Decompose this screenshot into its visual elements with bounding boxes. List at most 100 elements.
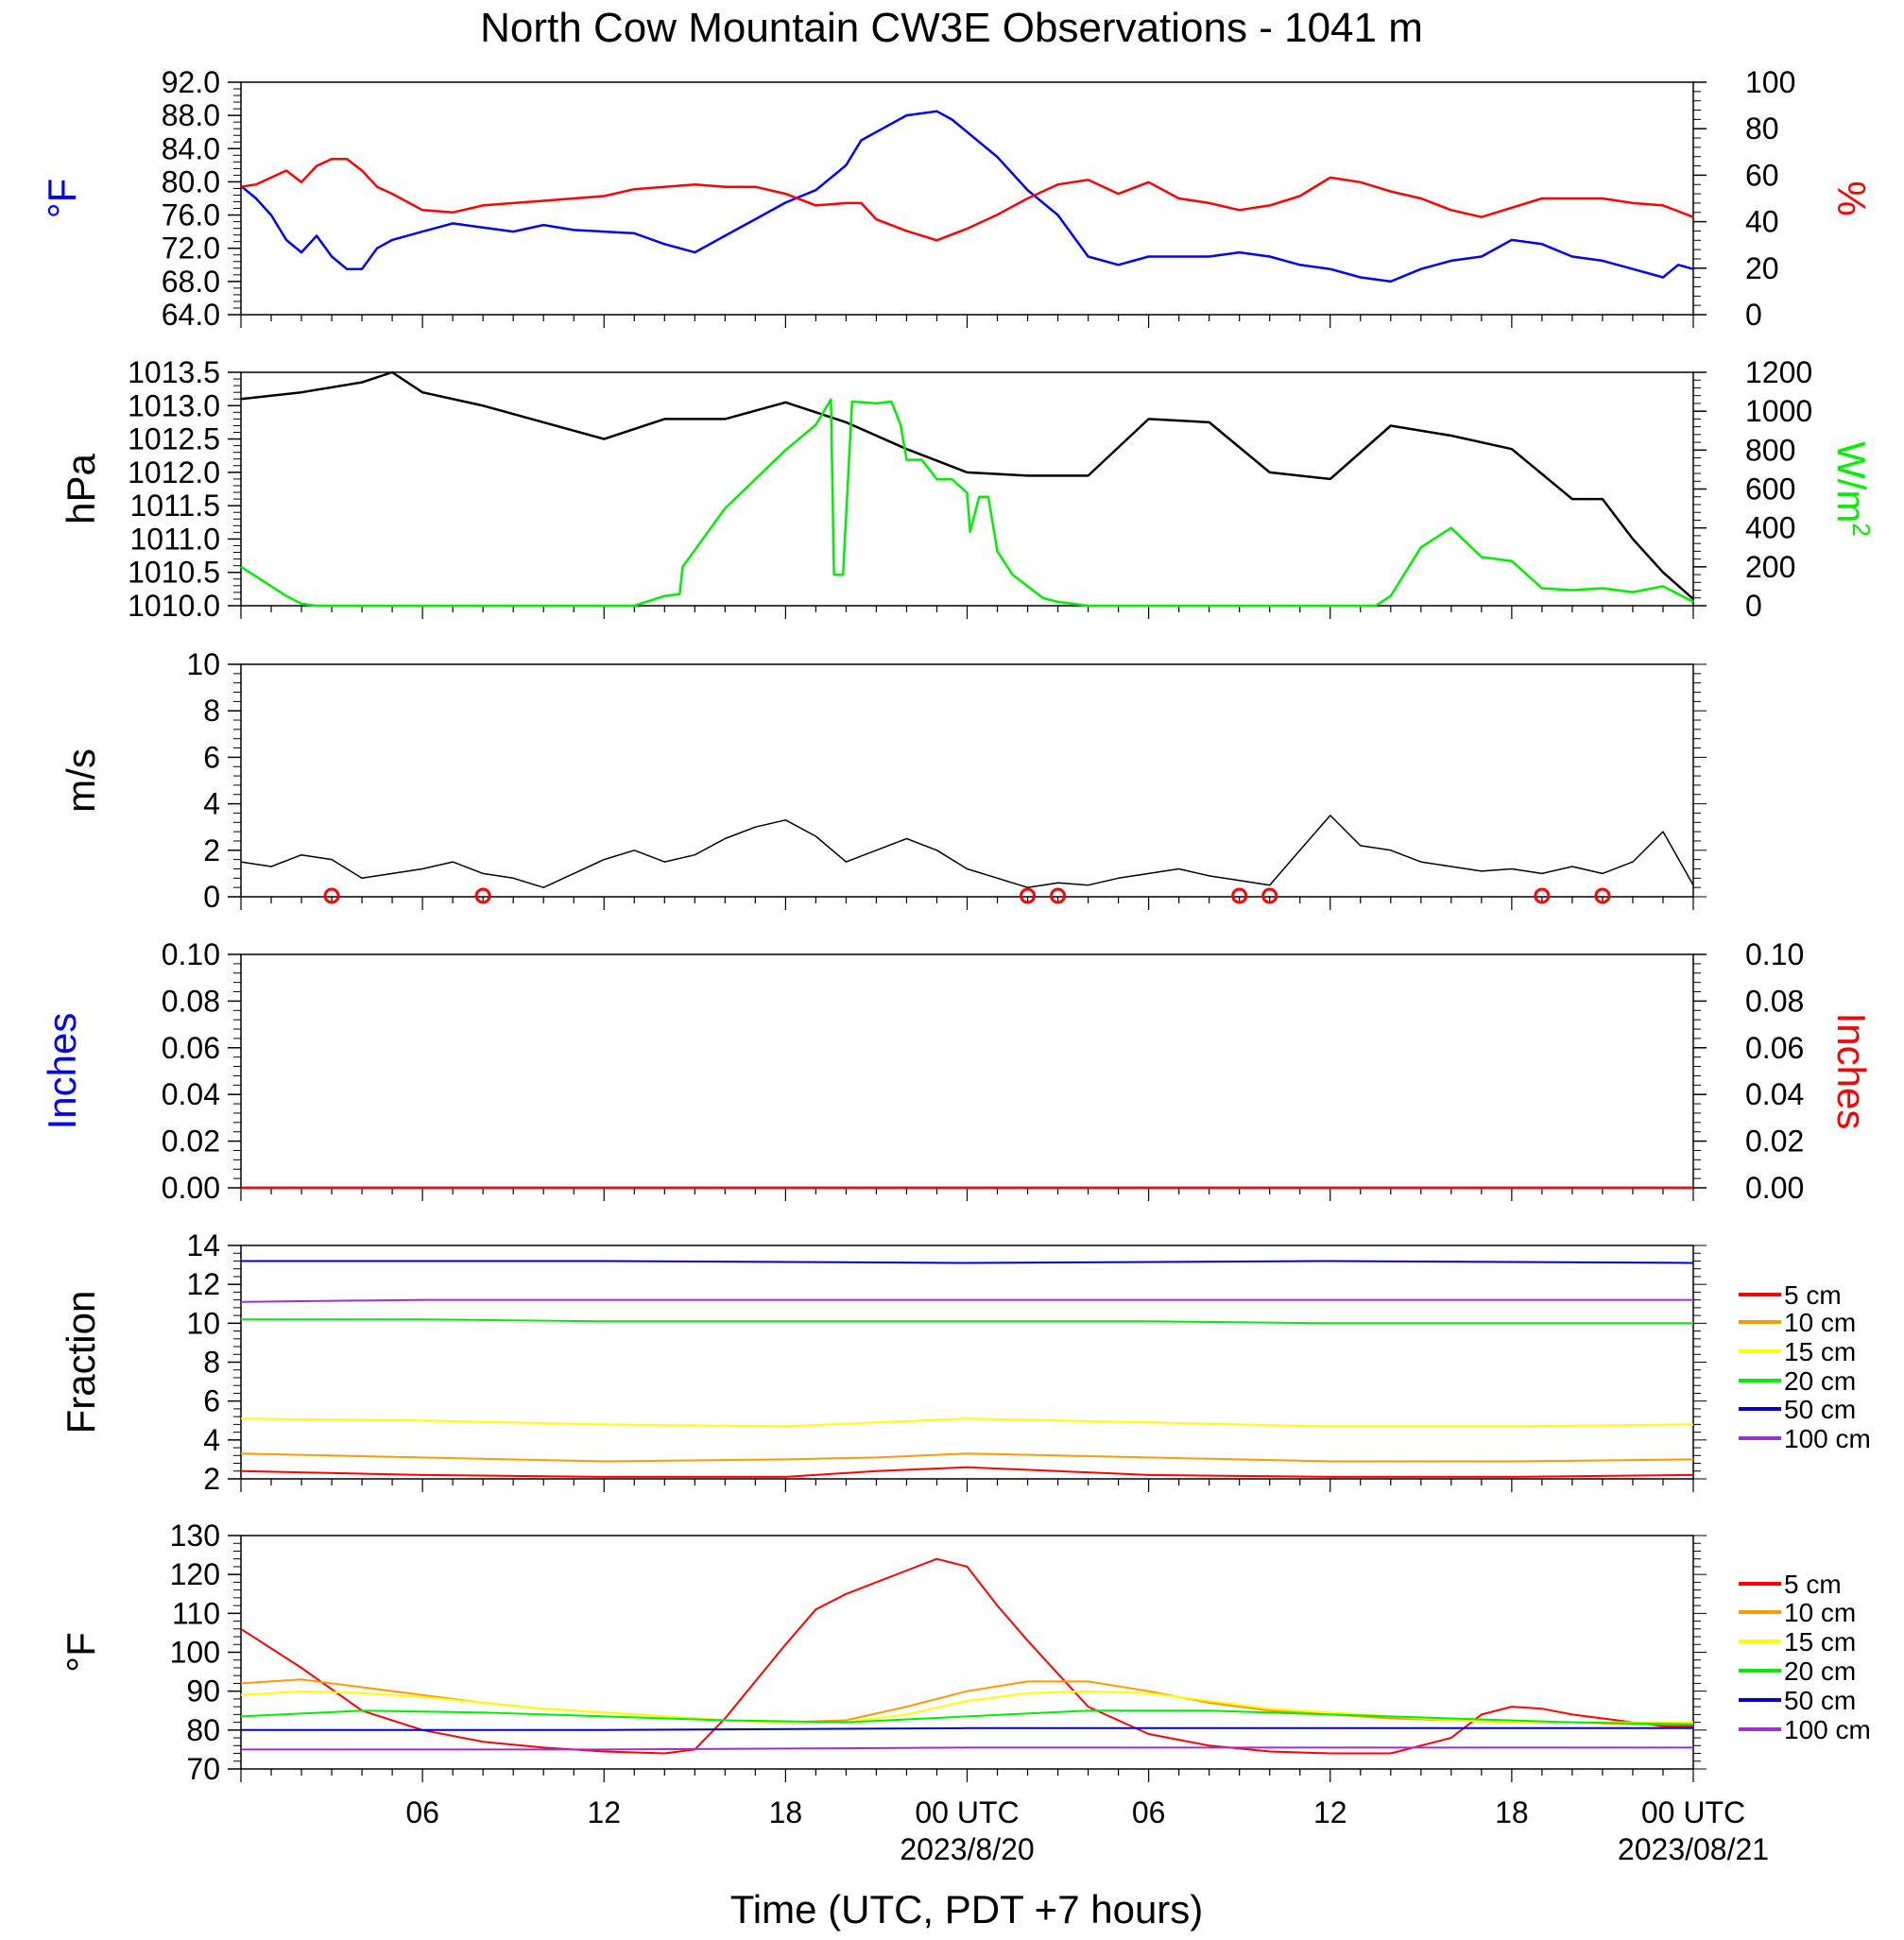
calm-wind-marker	[1261, 887, 1278, 904]
right-tick-label: 0.02	[1745, 1125, 1804, 1159]
series-line-temperature	[240, 110, 1694, 283]
calm-wind-marker	[1050, 887, 1067, 904]
left-tick-label: 72.0	[162, 232, 220, 266]
left-tick-label: 100	[170, 1636, 220, 1670]
x-axis-label: Time (UTC, PDT +7 hours)	[730, 1887, 1204, 1931]
calm-wind-marker	[474, 887, 491, 904]
x-tick-label: 18	[769, 1795, 803, 1829]
x-tick-label: 18	[1495, 1795, 1529, 1829]
x-date-label: 2023/8/20	[900, 1832, 1034, 1866]
plot-frame	[240, 81, 1694, 316]
left-axis-label: °F	[59, 1632, 103, 1672]
x-tick-label: 06	[1132, 1795, 1166, 1829]
series-line-50-cm	[241, 1726, 1693, 1731]
calm-wind-marker	[323, 887, 340, 904]
right-tick-label: 0.10	[1745, 937, 1804, 971]
right-axis-label-superscript: 2	[1847, 523, 1876, 536]
left-tick-label: 6	[203, 740, 220, 774]
left-tick-label: 80	[186, 1713, 220, 1747]
x-tick-label: 06	[405, 1795, 439, 1829]
right-tick-label: 0.06	[1745, 1031, 1804, 1065]
left-axis-label: °F	[40, 179, 84, 218]
right-tick-label: 400	[1745, 511, 1795, 545]
panels-group: 92.088.084.080.076.072.068.064.010080604…	[40, 65, 1876, 1786]
panel-pressure: 1013.51013.01012.51012.01011.51011.01010…	[59, 355, 1876, 623]
left-tick-label: 0.08	[162, 984, 220, 1018]
left-tick-label: 0	[203, 880, 220, 914]
plot-frame	[240, 663, 1694, 898]
calm-wind-marker	[1534, 887, 1551, 904]
left-tick-label: 92.0	[162, 65, 220, 99]
right-tick-label: 80	[1745, 112, 1779, 146]
left-tick-label: 110	[172, 1596, 220, 1630]
left-tick-label: 1013.0	[128, 388, 220, 422]
left-tick-label: 4	[203, 787, 220, 821]
plot-frame	[240, 953, 1694, 1189]
right-tick-label: 0.04	[1745, 1077, 1804, 1111]
left-tick-label: 130	[170, 1519, 220, 1553]
legend-label-50-cm: 50 cm	[1784, 1395, 1856, 1424]
legend-label-100-cm: 100 cm	[1784, 1424, 1871, 1453]
series-line-100-cm	[241, 1746, 1693, 1751]
left-tick-label: 1012.5	[128, 422, 220, 456]
left-tick-label: 1012.0	[128, 455, 220, 489]
panel-hourly-precipitation: 0.10 0.08 0.06 0.04 0.02 0.00 0.10 0.08 0.06 0.04…	[40, 937, 1874, 1205]
series-line-50-cm	[241, 1260, 1694, 1264]
left-tick-label: 0.00	[162, 1171, 220, 1205]
plot-frame	[240, 1535, 1694, 1770]
series-line-20-cm	[240, 1709, 1694, 1725]
left-axis-label: hPa	[59, 453, 103, 524]
series-line-20-cm	[241, 1318, 1693, 1325]
x-tick-label: 12	[587, 1795, 621, 1829]
right-tick-label: 0	[1745, 298, 1762, 332]
left-tick-label: 76.0	[162, 198, 220, 232]
right-tick-label: 40	[1745, 205, 1779, 239]
series-line-5-cm	[240, 1557, 1693, 1755]
legend-label-15-cm: 15 cm	[1784, 1337, 1856, 1366]
left-tick-label: 0.02	[162, 1125, 220, 1159]
left-axis-label: Fraction	[59, 1291, 103, 1434]
right-axis-label-text: W/m	[1829, 441, 1874, 523]
x-tick-label: 12	[1313, 1795, 1347, 1829]
left-tick-label: 2	[203, 833, 220, 867]
right-tick-label: 0	[1745, 589, 1762, 623]
right-tick-label: 1200	[1745, 355, 1812, 389]
left-tick-label: 12	[186, 1267, 220, 1301]
plot-frame	[240, 1245, 1694, 1480]
series-line-5-cm	[240, 1466, 1694, 1478]
left-axis-label: m/s	[59, 748, 103, 813]
right-tick-label: 0.00	[1745, 1171, 1804, 1205]
left-tick-label: 68.0	[162, 265, 220, 299]
legend-label-50-cm: 50 cm	[1784, 1686, 1856, 1715]
calm-wind-marker	[1594, 887, 1611, 904]
left-tick-label: 2	[203, 1462, 220, 1496]
legend-label-10-cm: 10 cm	[1784, 1308, 1856, 1337]
legend-label-5-cm: 5 cm	[1784, 1570, 1842, 1599]
right-tick-label: 20	[1745, 251, 1779, 285]
left-tick-label: 1013.5	[128, 355, 220, 389]
plot-frame	[240, 371, 1694, 607]
series-line-100-cm	[240, 1298, 1693, 1303]
right-axis-label-text: %	[1829, 180, 1874, 215]
left-tick-label: 1011.0	[130, 522, 221, 556]
x-date-label: 2023/08/21	[1618, 1832, 1769, 1866]
legend-label-20-cm: 20 cm	[1784, 1366, 1856, 1396]
legend-label-15-cm: 15 cm	[1784, 1627, 1856, 1657]
left-axis-label: Inches	[40, 1013, 84, 1130]
left-tick-label: 10	[186, 647, 220, 681]
left-tick-label: 0.04	[162, 1077, 220, 1111]
left-tick-label: 1010.5	[128, 556, 220, 590]
left-tick-label: 80.0	[162, 164, 220, 198]
panel-wind: 10 8 6 4 2 0 m/s	[59, 647, 1707, 914]
right-tick-label: 1000	[1745, 394, 1812, 428]
left-tick-label: 0.10	[162, 937, 220, 971]
legend-label-20-cm: 20 cm	[1784, 1657, 1856, 1686]
left-tick-label: 88.0	[162, 98, 220, 132]
right-tick-label: 200	[1745, 550, 1795, 584]
left-tick-label: 6	[203, 1384, 220, 1418]
left-tick-label: 90	[186, 1674, 220, 1708]
left-tick-label: 8	[203, 1346, 220, 1380]
series-line-10-cm	[240, 1452, 1694, 1463]
calm-wind-marker	[1231, 887, 1248, 904]
